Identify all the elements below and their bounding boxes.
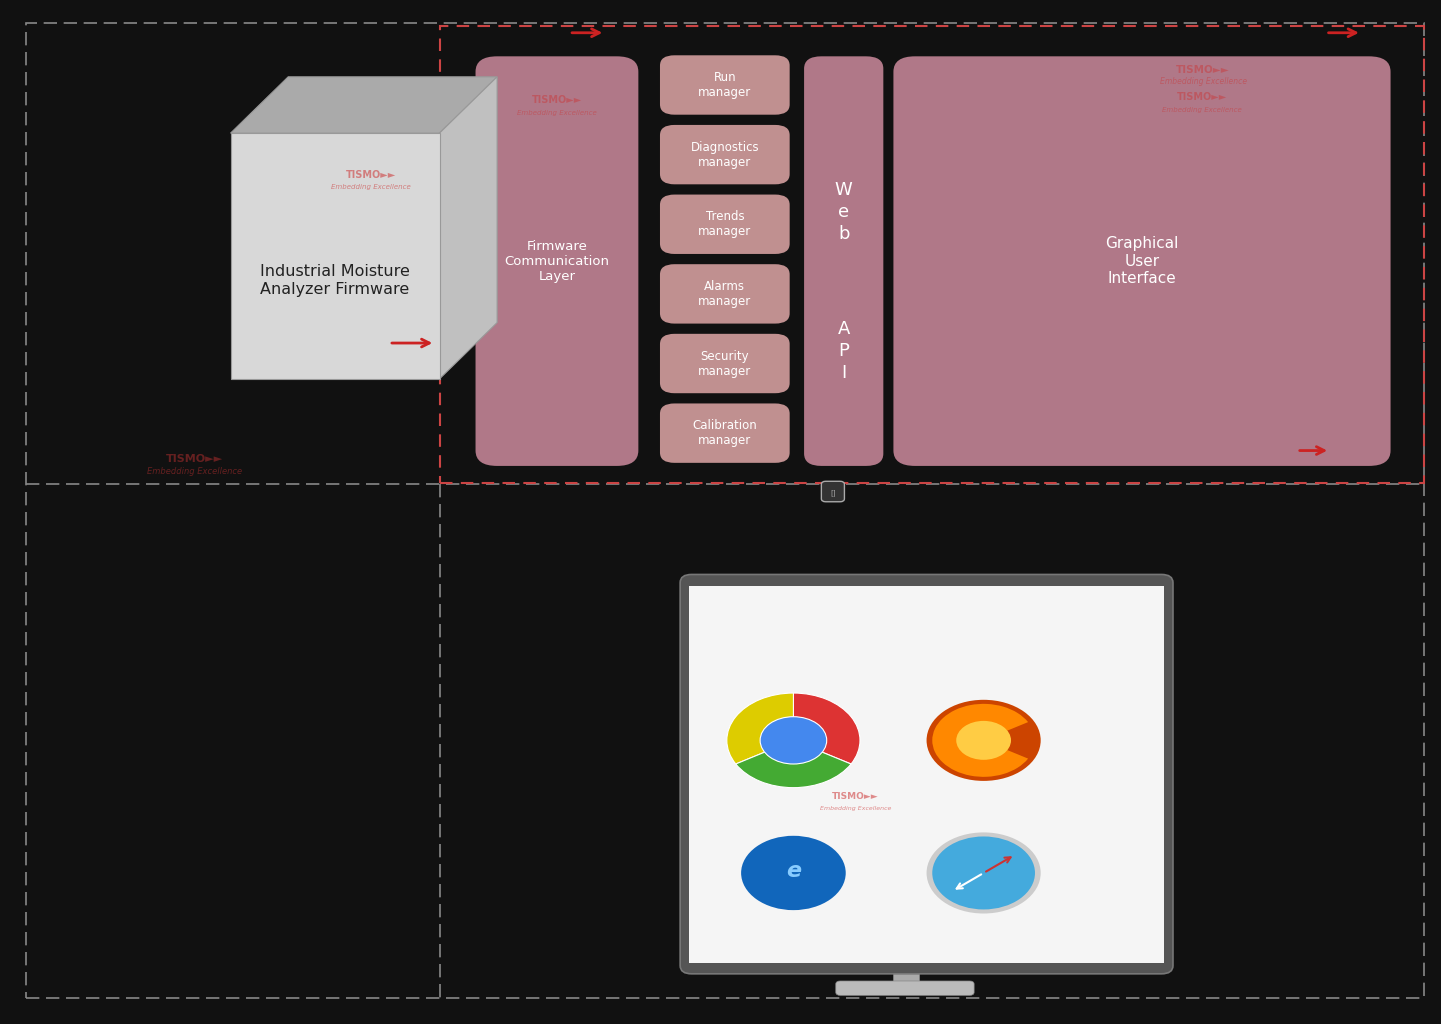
Text: TISMO►►: TISMO►► <box>1176 65 1231 75</box>
Text: W
e
b: W e b <box>834 181 853 243</box>
FancyBboxPatch shape <box>660 264 790 324</box>
FancyBboxPatch shape <box>660 55 790 115</box>
Bar <box>231 133 440 379</box>
Circle shape <box>957 721 1012 760</box>
Text: Embedding Excellence: Embedding Excellence <box>517 110 597 116</box>
Bar <box>893 964 919 986</box>
Text: Industrial Moisture
Analyzer Firmware: Industrial Moisture Analyzer Firmware <box>259 264 411 297</box>
FancyBboxPatch shape <box>893 56 1391 466</box>
FancyBboxPatch shape <box>804 56 883 466</box>
FancyBboxPatch shape <box>476 56 638 466</box>
Circle shape <box>761 717 827 764</box>
Text: e: e <box>785 861 801 881</box>
Text: Embedding Excellence: Embedding Excellence <box>1160 78 1246 86</box>
Text: Calibration
manager: Calibration manager <box>693 419 757 447</box>
Text: TISMO►►: TISMO►► <box>831 792 879 801</box>
Text: Firmware
Communication
Layer: Firmware Communication Layer <box>504 240 610 283</box>
FancyBboxPatch shape <box>836 981 974 995</box>
Text: A
P
I: A P I <box>837 321 850 382</box>
Text: Embedding Excellence: Embedding Excellence <box>147 467 242 475</box>
Text: TISMO►►: TISMO►► <box>346 170 396 180</box>
Wedge shape <box>932 703 1027 777</box>
Wedge shape <box>794 693 860 764</box>
Bar <box>689 586 1164 963</box>
Circle shape <box>932 837 1035 909</box>
Bar <box>440 26 1424 483</box>
Text: Trends
manager: Trends manager <box>699 210 751 239</box>
FancyBboxPatch shape <box>680 574 1173 974</box>
Wedge shape <box>726 693 794 764</box>
Text: Alarms
manager: Alarms manager <box>699 280 751 308</box>
Text: []: [] <box>830 489 836 496</box>
FancyBboxPatch shape <box>660 195 790 254</box>
Circle shape <box>927 833 1040 913</box>
FancyBboxPatch shape <box>660 125 790 184</box>
Polygon shape <box>231 77 497 133</box>
Text: TISMO►►: TISMO►► <box>1176 92 1226 102</box>
FancyBboxPatch shape <box>821 481 844 502</box>
Text: Run
manager: Run manager <box>699 71 751 99</box>
Text: Graphical
User
Interface: Graphical User Interface <box>1105 237 1179 286</box>
Text: TISMO►►: TISMO►► <box>532 95 582 105</box>
Text: Embedding Excellence: Embedding Excellence <box>820 806 891 811</box>
FancyBboxPatch shape <box>660 403 790 463</box>
Text: Embedding Excellence: Embedding Excellence <box>1161 106 1242 113</box>
Text: TISMO►►: TISMO►► <box>166 454 223 464</box>
Text: Security
manager: Security manager <box>699 349 751 378</box>
Text: Embedding Excellence: Embedding Excellence <box>331 184 411 190</box>
Wedge shape <box>736 740 852 787</box>
Circle shape <box>927 699 1040 781</box>
Text: Diagnostics
manager: Diagnostics manager <box>690 140 759 169</box>
Polygon shape <box>440 77 497 379</box>
FancyBboxPatch shape <box>660 334 790 393</box>
Circle shape <box>741 836 846 910</box>
